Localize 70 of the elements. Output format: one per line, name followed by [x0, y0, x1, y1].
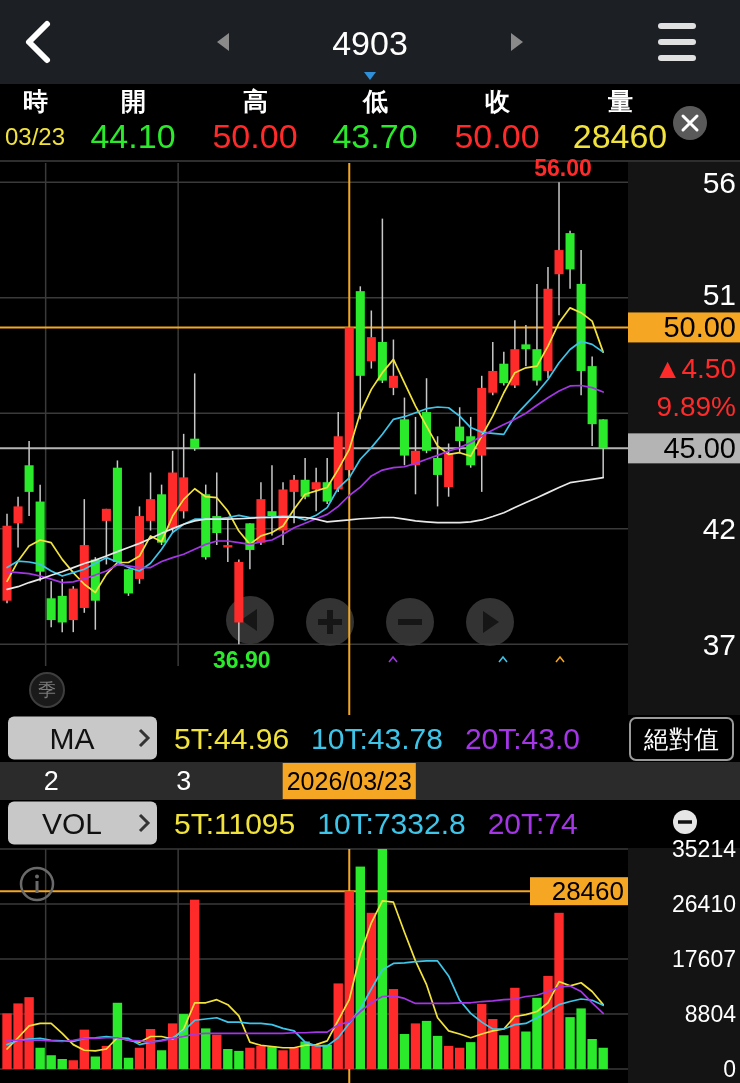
y-tick-label: 0 — [723, 1056, 736, 1082]
y-tick-label: 51 — [702, 278, 736, 312]
bar — [311, 1044, 321, 1069]
y-tick-label: 56 — [702, 165, 736, 199]
ref-line-label: 50.00 — [663, 311, 736, 344]
text: 絕對值 — [642, 725, 719, 753]
chart-title: 4903 — [332, 24, 408, 62]
bar — [443, 1045, 454, 1069]
ref-line-label: 28460 — [551, 876, 624, 907]
text: 收 — [484, 87, 511, 115]
bar — [322, 1044, 332, 1069]
bar — [466, 1042, 476, 1069]
text: 時 — [22, 87, 48, 115]
bar — [355, 866, 365, 1069]
annotation: 36.90 — [213, 647, 271, 674]
y-tick-label: 8804 — [684, 1001, 737, 1027]
x-tick-label: 3 — [176, 766, 192, 796]
bar — [212, 1034, 222, 1069]
reference-label: 28460 — [530, 876, 628, 907]
crosshair-date: 2026/03/23 — [282, 763, 416, 799]
bar — [377, 849, 388, 1069]
bar — [410, 1023, 421, 1069]
bar — [388, 989, 399, 1069]
bar — [510, 987, 520, 1069]
y-tick-label: 35214 — [672, 836, 737, 862]
text: 44.10 — [90, 117, 176, 155]
text: 43.70 — [332, 117, 418, 155]
reference-label: 45.00 — [628, 432, 740, 465]
bar — [344, 891, 354, 1069]
y-tick-label: 26410 — [672, 891, 736, 917]
text: 50.00 — [454, 117, 540, 155]
bar — [366, 912, 377, 1069]
text: 50.00 — [212, 117, 298, 155]
bar — [201, 1028, 211, 1069]
text: 開 — [120, 87, 146, 115]
bar — [156, 1050, 167, 1069]
bar — [190, 899, 200, 1069]
bar — [134, 1047, 145, 1069]
bar — [112, 1002, 123, 1069]
legend-title: VOL — [42, 806, 102, 840]
text: 季 — [38, 680, 56, 700]
bar — [90, 1056, 101, 1069]
bar — [432, 1035, 443, 1069]
legend-title: MA — [49, 721, 95, 755]
text: 28460 — [572, 117, 668, 155]
text: 03/23 — [4, 122, 66, 150]
bar — [267, 1046, 277, 1069]
text: 低 — [361, 87, 388, 115]
bar — [68, 1060, 78, 1069]
bar — [499, 1035, 509, 1069]
bar — [123, 1057, 134, 1069]
bar — [167, 1023, 178, 1069]
annotation: 56.00 — [534, 155, 592, 182]
text: 9.89% — [656, 390, 736, 422]
text: 高 — [242, 87, 268, 115]
y-tick-label: 37 — [702, 627, 736, 661]
reference-label: 50.00 — [628, 311, 740, 344]
ref-line-label: 45.00 — [663, 432, 736, 465]
bar — [477, 1004, 487, 1069]
bar — [57, 1059, 67, 1069]
y-tick-label: 42 — [702, 512, 736, 546]
bar — [399, 1034, 410, 1069]
text: 量 — [606, 87, 633, 115]
bar — [454, 1047, 465, 1069]
y-tick-label: 17607 — [672, 946, 736, 972]
legend: 5T:44.96 10T:43.78 20T:43.0 — [174, 721, 580, 755]
legend: 5T:11095 10T:7332.8 20T:74 — [174, 806, 578, 840]
x-tick-label: 2 — [43, 766, 59, 796]
text: ▲4.50 — [653, 352, 736, 384]
bar — [421, 1020, 432, 1069]
